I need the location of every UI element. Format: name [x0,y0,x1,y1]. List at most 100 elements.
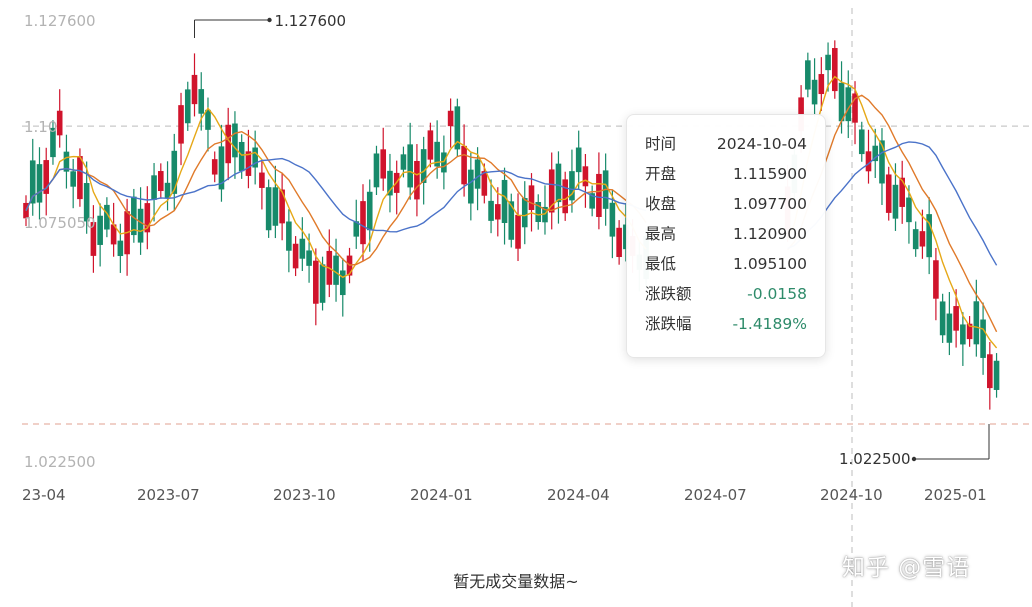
candle-body [953,306,959,331]
y-axis-label: 1.127600 [24,12,96,30]
candle-body [420,149,427,183]
candle-body [919,231,926,247]
candles [23,40,1000,410]
candle-body [292,243,299,269]
candle-body [137,208,144,243]
tooltip-row-close: 收盘 1.097700 [645,195,807,213]
candle-body [906,197,912,223]
candle-body [892,184,899,219]
candle-body [218,146,225,190]
candle-body [198,89,205,114]
candle-body [838,82,845,122]
candle-body [171,150,178,194]
candle-body [97,215,103,245]
candle-body [427,130,434,160]
candle-body [131,196,137,236]
candle-body [966,323,973,340]
candle-body [885,174,892,213]
candle-body [70,171,76,187]
candle-body [515,214,521,249]
candle-body [252,147,258,168]
candle-body [852,93,858,123]
candle-body [36,164,43,203]
candle-body [225,124,231,164]
candle-body [299,238,306,259]
axis-labels: 1.127600 1.10 1.075050 1.022500 23-04 2023-07… [22,12,990,504]
x-axis-label: 2024-07 [684,486,747,504]
watermark: 知乎 @雪语 [842,555,971,581]
candle-body [805,60,811,90]
candle-body [265,187,272,231]
candle-body [360,201,366,245]
candle-body [380,149,387,179]
candle-body [980,319,986,358]
chart-grid [22,8,1032,607]
candle-body [933,260,939,299]
tooltip-row-change: 涨跌额 -0.0158 [645,285,807,303]
candle-body [144,203,151,233]
candle-body [582,166,589,187]
candle-body [858,129,865,155]
candle-body [164,182,171,199]
candle-body [286,221,292,251]
candle-body [825,54,831,71]
candle-body [205,109,211,130]
max-value-label: 1.127600 [275,12,347,30]
candle-body [366,191,373,231]
tooltip-row-high: 最高 1.120900 [645,225,807,243]
candle-body [879,140,885,184]
candle-body [110,224,117,245]
candle-body [939,301,946,336]
candle-body [818,74,825,95]
candle-body [387,170,393,196]
x-axis-label: 2023-10 [273,486,336,504]
x-axis-label: 2024-10 [820,486,883,504]
candle-body [63,151,70,172]
moving-average-line [25,75,998,349]
candle-body [232,123,238,158]
candle-body [441,152,447,173]
candle-body [191,74,198,105]
min-value-label: 1.022500 [839,450,911,468]
candle-body [184,89,191,124]
candle-body [319,264,326,303]
candle-body [77,156,83,200]
candle-body [616,227,622,258]
candle-body [434,141,440,167]
candle-body [872,145,879,162]
tooltip-row-change-pct: 涨跌幅 -1.4189% [645,315,807,333]
candle-body [488,200,494,221]
candle-body [960,324,966,345]
candle-body [29,160,36,204]
candle-body [845,87,852,122]
candle-body [461,145,467,185]
max-callout-dot [267,17,272,23]
tooltip-row-time: 时间 2024-10-04 [645,135,807,153]
candle-body [495,204,501,220]
candle-body [575,147,582,173]
x-axis-label: 2025-01 [924,486,987,504]
candle-body [926,214,932,258]
candle-body [104,204,110,230]
candle-body [946,313,953,343]
candle-body [238,141,245,172]
y-axis-label: 1.022500 [24,453,96,471]
candle-body [333,255,339,285]
candle-body [973,301,980,345]
candle-body [569,171,575,201]
candle-body [987,354,993,389]
candle-body [313,260,319,304]
candle-body [56,110,63,136]
candle-body [899,177,905,207]
candle-body [90,222,97,256]
candle-body [414,160,420,200]
candle-body [178,105,184,144]
candle-body [811,79,818,105]
x-axis-label: 2023-07 [137,486,200,504]
volume-empty-message: 暂无成交量数据~ [453,572,579,591]
candle-body [912,229,919,250]
candle-body [211,159,218,175]
tooltip-panel: 时间 2024-10-04 开盘 1.115900 收盘 1.097700 最高 1.1… [626,114,826,358]
candle-body [609,202,616,237]
